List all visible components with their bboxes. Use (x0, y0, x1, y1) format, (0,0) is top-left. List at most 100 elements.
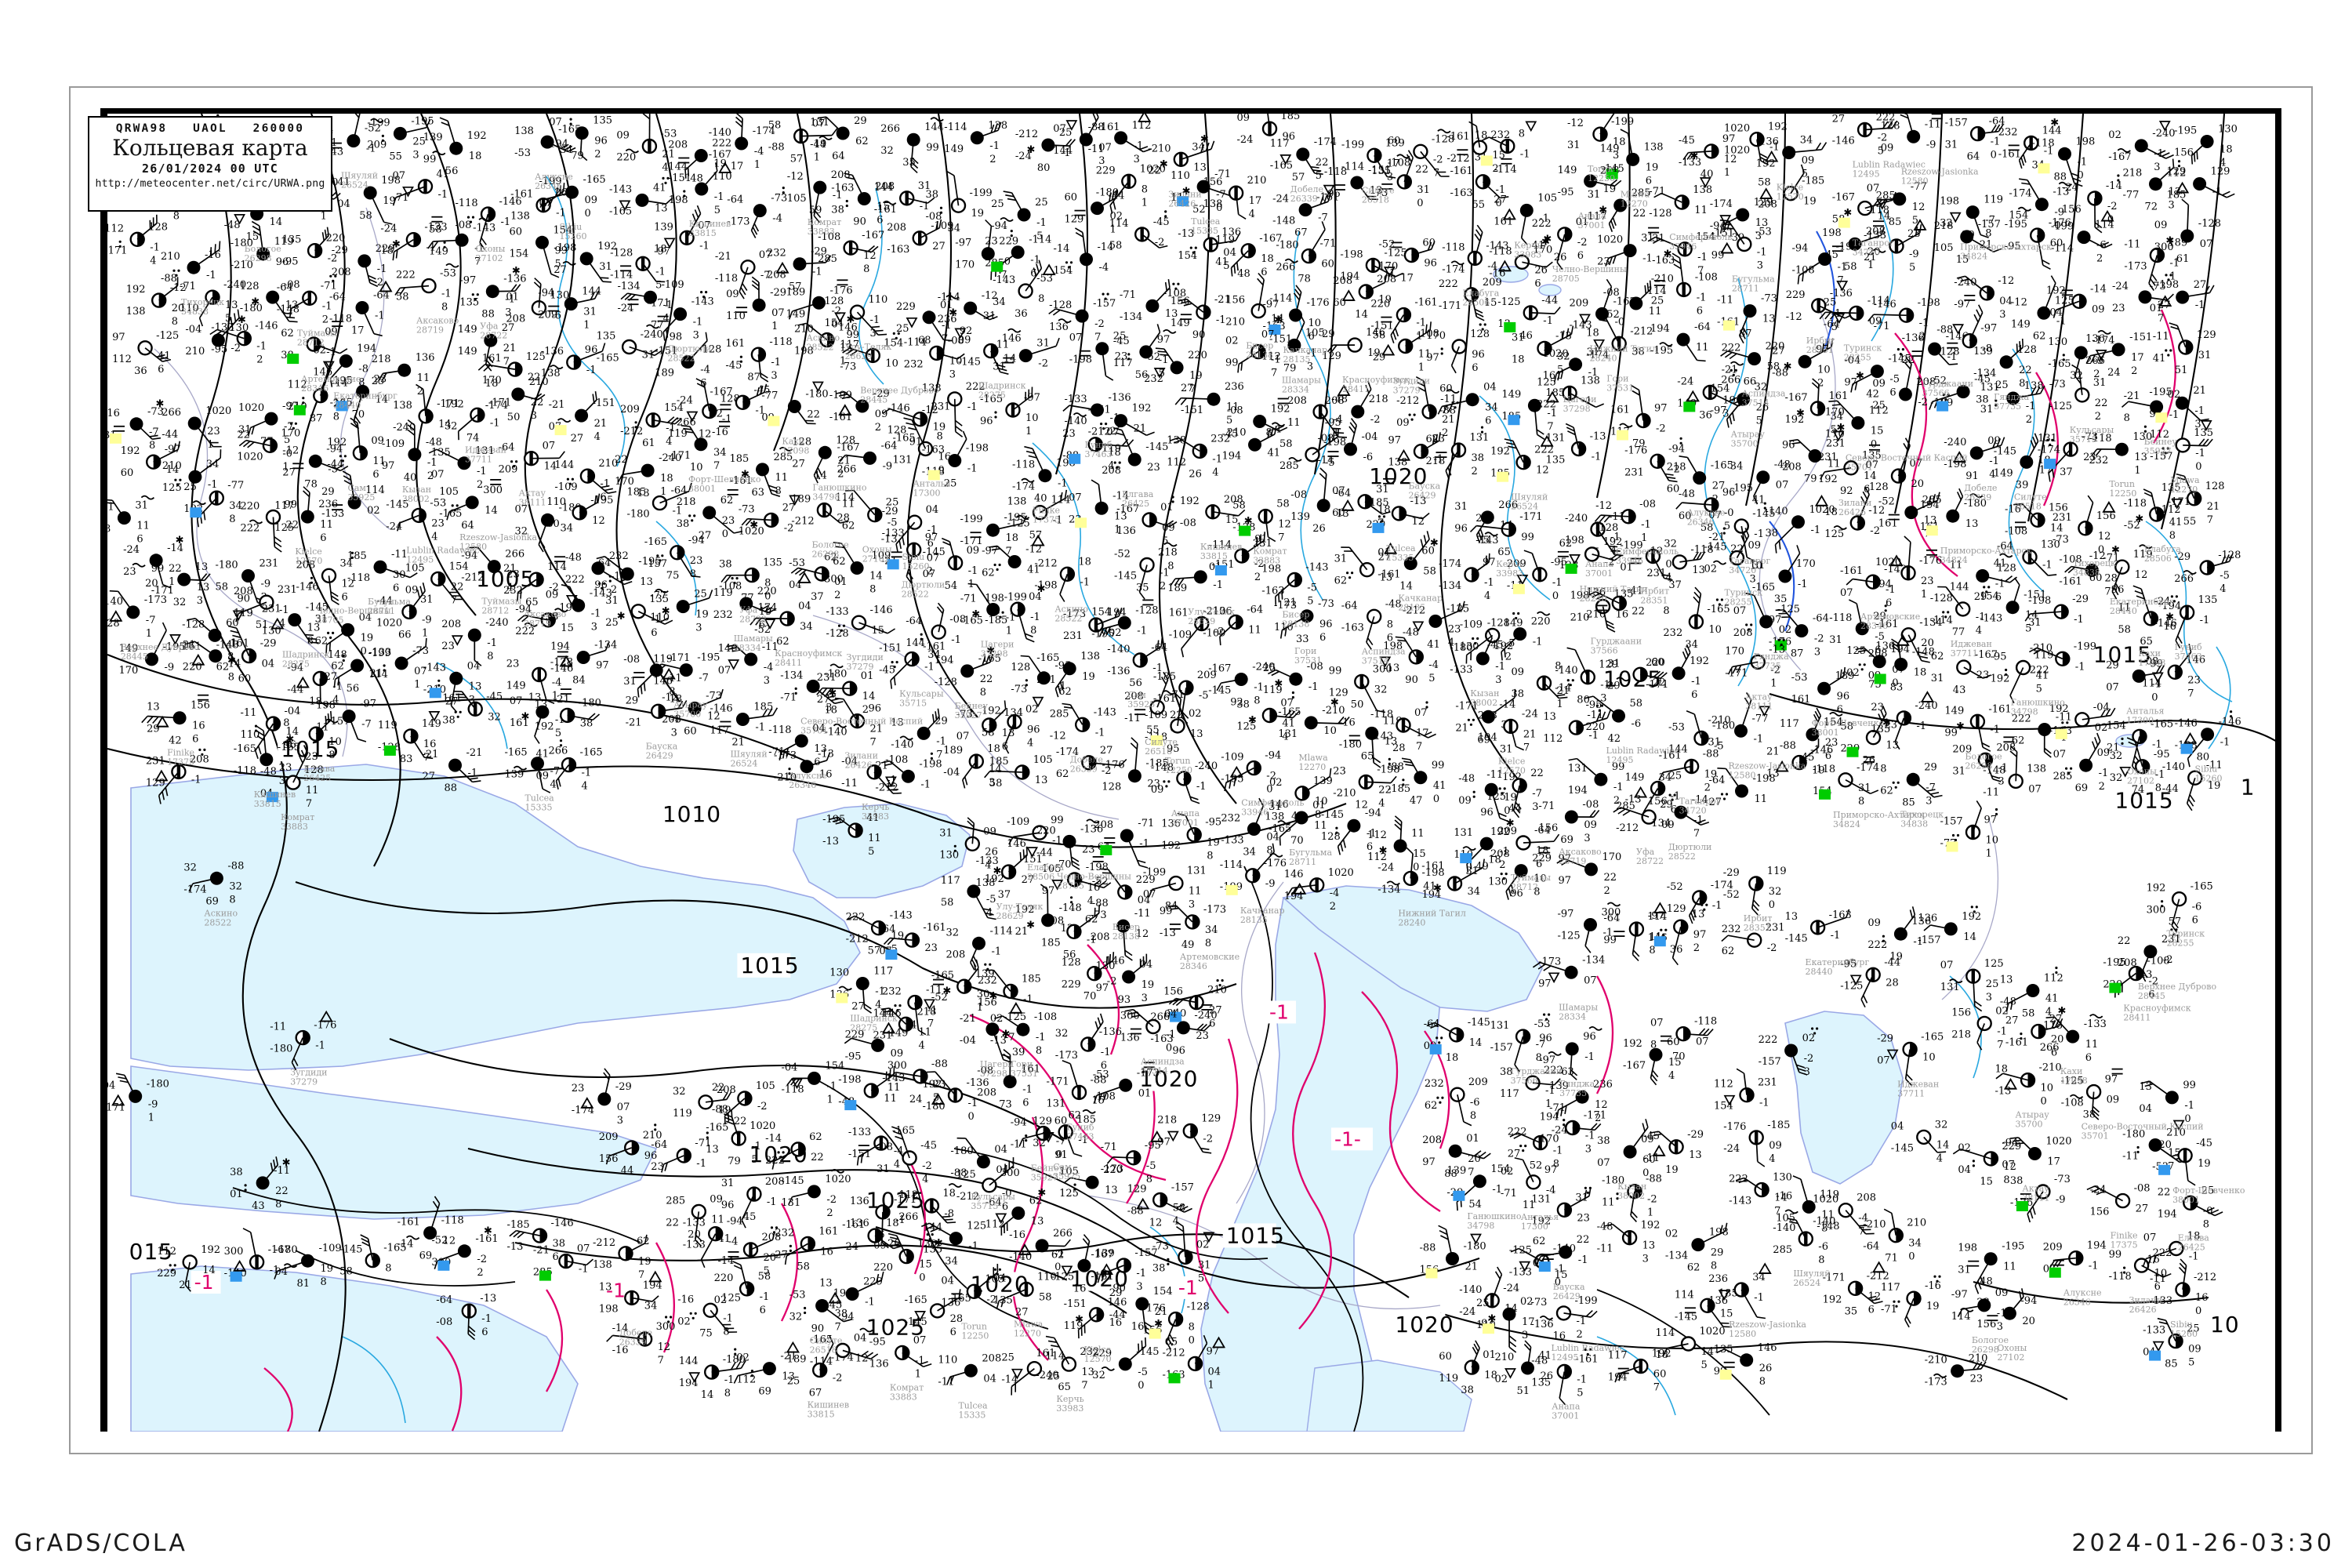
dewpoint-value: -88 (1439, 405, 1456, 417)
temperature-value: 231 (2053, 512, 2072, 524)
temperature-value: 117 (1780, 718, 1799, 730)
pressure-tendency-value: -1 (468, 768, 478, 779)
temperature-value: 1020 (1724, 123, 1750, 135)
dewpoint-value: 131 (1940, 982, 1960, 993)
temperature-value: -114 (904, 336, 927, 348)
pressure-tendency-value: 15 (1413, 848, 1426, 860)
pressure-value: -146 (2219, 717, 2241, 728)
cloud-low-value: 2 (256, 354, 263, 366)
temperature-value: -143 (993, 274, 1015, 286)
temperature-value: 8 (1880, 763, 1886, 775)
temperature-value: -128 (182, 619, 205, 630)
dewpoint-value: -108 (1388, 157, 1410, 169)
visibility-value: 34 (1243, 847, 1256, 858)
pressure-value: 18 (987, 743, 1000, 755)
pressure-tendency-value: 21 (2207, 501, 2220, 513)
cloud-low-value: 3 (1757, 260, 1763, 272)
pressure-value: 114 (547, 561, 567, 573)
pressure-tendency-value: 99 (926, 142, 939, 154)
visibility-value: 33 (1296, 633, 1309, 645)
visibility-value: 78 (1298, 274, 1311, 285)
pressure-value: -146 (499, 196, 522, 208)
pressure-value: 97 (1157, 334, 1171, 346)
pressure-value: -29 (615, 1081, 632, 1093)
pressure-value: 07 (1414, 707, 1428, 719)
dewpoint-value: 156 (1538, 822, 1558, 834)
station-plot: 232 144-161 -1 (1998, 117, 2062, 169)
pressure-tendency-value: 17 (1249, 195, 1262, 207)
dewpoint-value: 192 (1756, 158, 1776, 170)
pressure-tendency-value: -2 (1094, 318, 1105, 330)
pressure-tendency-value: 21 (594, 418, 608, 430)
visibility-value: 58 (2022, 1008, 2035, 1020)
pressure-tendency-value: 19 (1803, 196, 1817, 208)
pressure-value: -167 (862, 230, 884, 241)
present-weather-symbol (661, 605, 670, 618)
station-plot: 60 -128-108 -27 (1388, 129, 1454, 179)
pressure-value: -29 (770, 287, 786, 299)
pressure-tendency-value: -5 (2220, 570, 2230, 582)
pressure-value: 208 (875, 181, 895, 193)
temperature-value: 02 (2108, 129, 2122, 141)
dewpoint-value: 11 (1287, 417, 1301, 429)
precip-flag (1429, 1044, 1442, 1054)
pressure-tendency-value: -2 (1577, 237, 1588, 249)
cloud-low-value: 8 (2169, 530, 2176, 542)
cloud-low-value: 3 (1387, 171, 1393, 183)
visibility-value: 58 (1844, 261, 1857, 273)
temperature-value: -133 (1065, 394, 1087, 405)
pressure-tendency-value: 19 (1082, 671, 1095, 683)
pressure-value: 236 (1225, 381, 1244, 393)
pressure-value: -157 (1093, 298, 1116, 310)
temperature-value: 231 (1818, 452, 1838, 463)
visibility-value: 39 (1012, 1047, 1025, 1058)
past-weather-symbol (1291, 691, 1294, 699)
present-weather-symbol (1467, 718, 1475, 726)
pressure-value: 220 (326, 233, 346, 245)
temperature-value: -108 (1041, 915, 1064, 927)
cloud-low-value: 1 (1418, 362, 1425, 374)
temperature-value: 222 (396, 270, 416, 281)
pressure-value: 130 (2041, 539, 2060, 550)
dewpoint-value: 31 (2028, 617, 2042, 629)
pressure-value: -64 (1151, 642, 1167, 654)
temperature-value: 07 (1650, 1018, 1664, 1029)
present-weather-symbol (1073, 209, 1087, 216)
dewpoint-value: 29 (1607, 680, 1621, 691)
temperature-value: -140 (1766, 506, 1788, 517)
temperature-value: -174 (1710, 198, 1733, 210)
pressure-tendency-value: 31 (2198, 350, 2212, 361)
pressure-tendency-value: 04 (262, 659, 275, 670)
cloud-cover-symbol (641, 463, 655, 477)
temperature-value: -13 (881, 533, 898, 545)
pressure-tendency-value: 18 (1261, 253, 1274, 265)
dewpoint-value: -109 (554, 481, 577, 493)
cloud-cover-symbol (288, 613, 302, 627)
dewpoint-value: 31 (1980, 404, 1994, 416)
temperature-value: 25 (991, 198, 1004, 210)
pressure-tendency-value: -9 (883, 460, 893, 472)
dewpoint-value: -167 (2108, 151, 2131, 163)
visibility-value: 62 (2033, 330, 2046, 342)
cloud-low-value: 0 (722, 528, 728, 540)
pressure-value: -29 (260, 638, 277, 650)
temperature-value: 229 (1096, 165, 1116, 176)
surface-weather-map[interactable]: ✱ (100, 108, 2281, 1432)
cloud-low-value: 4 (1668, 1070, 1675, 1082)
cloud-low-value: 8 (328, 750, 335, 761)
pressure-value: -240 (1194, 1010, 1217, 1022)
cloud-cover-symbol (794, 734, 808, 748)
cloud-low-value: 5 (1724, 521, 1730, 532)
cloud-low-value: 5 (1878, 146, 1884, 158)
pressure-value: -157 (1978, 219, 2001, 230)
temperature-value: 112 (1367, 829, 1387, 841)
pressure-value: -14 (1499, 699, 1515, 710)
temperature-value: 161 (482, 353, 502, 365)
present-weather-symbol (1472, 790, 1475, 798)
pressure-tendency-value: -1 (2194, 405, 2205, 417)
temperature-value: 32 (673, 1086, 686, 1098)
pressure-tendency-value: -1 (1831, 930, 1841, 942)
